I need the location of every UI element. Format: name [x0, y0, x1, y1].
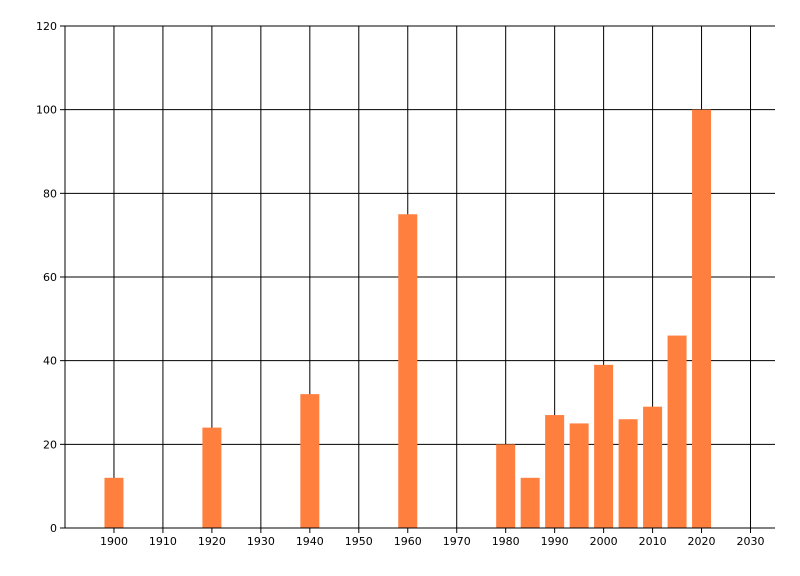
bar: [692, 109, 712, 529]
bar: [520, 477, 540, 528]
bar: [202, 427, 222, 528]
x-tick-label: 2000: [590, 535, 618, 548]
bar: [545, 415, 565, 528]
x-tick-label: 1940: [296, 535, 324, 548]
bar: [594, 364, 614, 528]
bar: [496, 444, 516, 528]
x-tick-label: 1950: [345, 535, 373, 548]
y-tick-label: 20: [43, 438, 57, 451]
x-tick-label: 1920: [198, 535, 226, 548]
x-tick-label: 1900: [100, 535, 128, 548]
x-tick-label: 1960: [394, 535, 422, 548]
x-tick-label: 2030: [737, 535, 765, 548]
y-tick-label: 120: [36, 20, 57, 33]
axes: [60, 25, 775, 533]
x-tick-label: 1970: [443, 535, 471, 548]
bar: [569, 423, 589, 528]
x-tick-label: 1990: [541, 535, 569, 548]
x-tick-label: 1930: [247, 535, 275, 548]
y-tick-label: 100: [36, 104, 57, 117]
x-tick-label: 2010: [639, 535, 667, 548]
y-tick-label: 40: [43, 355, 57, 368]
bar: [300, 394, 320, 528]
bars: [104, 109, 712, 529]
bar: [643, 406, 663, 528]
bar: [104, 477, 124, 528]
bar: [618, 419, 638, 528]
tick-labels: 0 20 40 60 80 100 120 1900 1910 1920 1930 1940 1950 1…: [36, 20, 765, 548]
x-tick-label: 1980: [492, 535, 520, 548]
y-tick-label: 80: [43, 187, 57, 200]
bar: [667, 335, 687, 528]
x-tick-label: 1910: [149, 535, 177, 548]
x-tick-label: 2020: [688, 535, 716, 548]
bar: [398, 214, 418, 528]
y-tick-label: 0: [50, 522, 57, 535]
y-tick-label: 60: [43, 271, 57, 284]
